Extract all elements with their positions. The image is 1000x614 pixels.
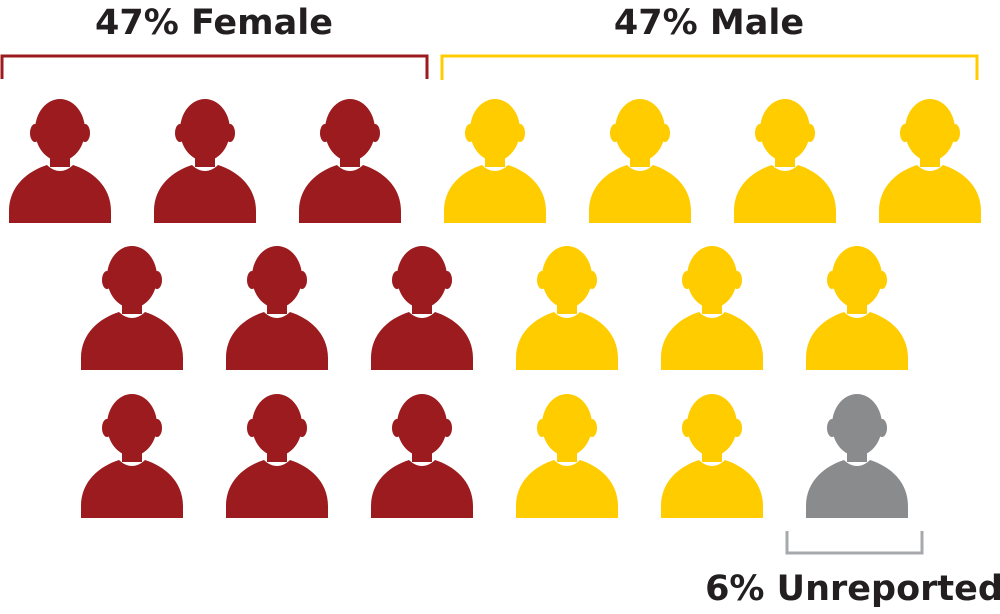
unreported-label: 6% Unreported (705, 569, 1000, 609)
person-icon-male (806, 246, 908, 370)
person-icon-female (9, 99, 111, 223)
female-bracket (0, 54, 429, 79)
person-icon-male (734, 99, 836, 223)
person-icon-unreported (806, 394, 908, 518)
male-label: 47% Male (614, 3, 804, 43)
person-icon-female (299, 99, 401, 223)
person-icon-female (371, 246, 473, 370)
person-icon-male (444, 99, 546, 223)
person-icon-female (371, 394, 473, 518)
person-icon-male (661, 394, 763, 518)
female-label: 47% Female (95, 3, 333, 43)
person-icon-female (81, 394, 183, 518)
person-icon-male (589, 99, 691, 223)
unreported-bracket (785, 531, 924, 555)
male-bracket (440, 54, 979, 80)
person-icon-female (81, 246, 183, 370)
person-icon-male (661, 246, 763, 370)
person-icons (9, 99, 981, 518)
person-icon-male (879, 99, 981, 223)
person-icon-male (516, 394, 618, 518)
person-icon-female (154, 99, 256, 223)
person-icon-male (516, 246, 618, 370)
person-icon-female (226, 394, 328, 518)
person-icon-female (226, 246, 328, 370)
